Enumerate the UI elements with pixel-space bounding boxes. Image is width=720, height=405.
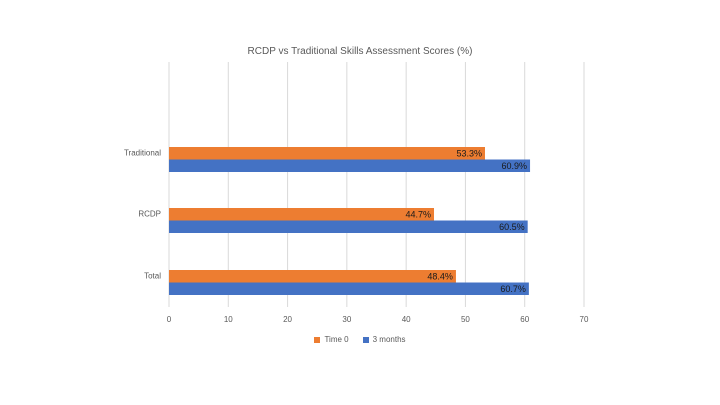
data-label: 60.9% [502,161,528,171]
data-label: 53.3% [456,149,482,159]
bar-rcdp-1 [169,220,528,233]
bar-traditional-0 [169,147,485,160]
data-label: 44.7% [405,210,431,220]
legend-label: Time 0 [324,335,349,344]
legend-label: 3 months [372,335,406,344]
bar-total-0 [169,270,456,283]
bar-rcdp-0 [169,208,435,221]
data-label: 60.5% [499,222,525,232]
x-axis-ticks: 0 10 20 30 40 50 60 70 [167,315,589,324]
legend-swatch [314,336,321,343]
y-axis-categories: Traditional RCDP Total [124,149,161,281]
y-category-label: Total [144,272,161,281]
y-category-label: RCDP [138,210,161,219]
data-labels: 53.3% 60.9% 44.7% 60.5% 48.4% 60.7% [405,149,527,295]
x-tick-label: 20 [283,315,292,324]
data-label: 60.7% [500,284,526,294]
gridlines [168,62,585,307]
x-tick-label: 30 [342,315,351,324]
x-tick-label: 10 [224,315,233,324]
bar-traditional-1 [169,159,531,172]
legend-item: Time 0 [314,335,349,344]
chart-title: RCDP vs Traditional Skills Assessment Sc… [247,46,473,57]
y-category-label: Traditional [124,149,161,158]
data-label: 48.4% [427,272,453,282]
x-tick-label: 40 [402,315,411,324]
x-tick-label: 50 [461,315,470,324]
legend-swatch [362,336,369,343]
x-tick-label: 70 [580,315,589,324]
bars [169,147,531,295]
legend-item: 3 months [362,335,406,344]
x-tick-label: 0 [167,315,172,324]
legend: Time 0 3 months [0,335,720,344]
bar-total-1 [169,282,529,295]
x-tick-label: 60 [520,315,529,324]
